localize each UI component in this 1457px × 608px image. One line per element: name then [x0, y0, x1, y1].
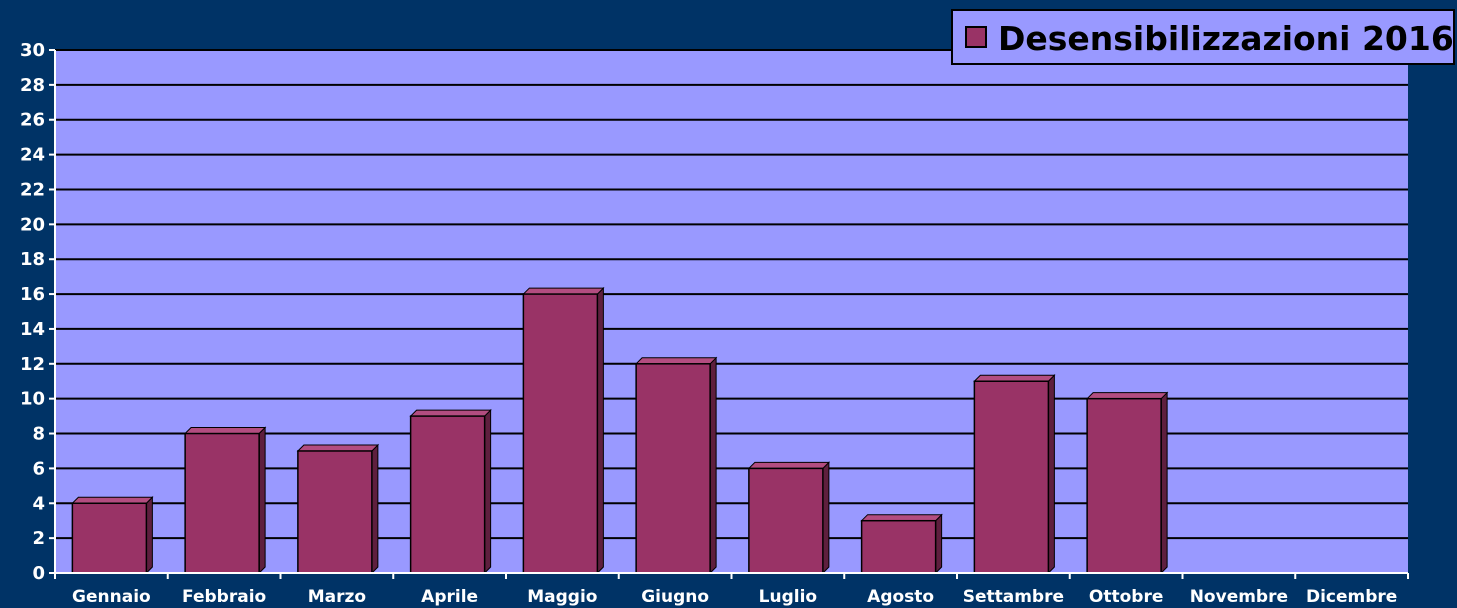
gridlines [55, 49, 1408, 540]
bar-front [71, 502, 148, 574]
bar-top [860, 514, 943, 522]
bar-giugno [634, 356, 718, 575]
x-tick-label: Ottobre [1089, 587, 1163, 607]
y-tick-label: 18 [20, 249, 45, 270]
bar-side [371, 443, 379, 575]
x-tick-label: Febbraio [182, 587, 266, 607]
x-tick-label: Gennaio [72, 587, 151, 607]
y-tick-label: 20 [20, 214, 45, 235]
legend-swatch [965, 26, 987, 48]
bar-side [484, 408, 492, 575]
bar-top [296, 444, 380, 452]
y-tick-label: 26 [20, 110, 45, 131]
bar-luglio [747, 461, 831, 575]
legend-box [951, 9, 1455, 65]
bar-aprile [409, 408, 492, 575]
bar-side [1160, 391, 1168, 575]
bar-ottobre [1085, 391, 1169, 575]
bar-top [71, 496, 154, 504]
bar-top [409, 409, 492, 417]
bar-marzo [296, 443, 380, 575]
x-tick-label: Novembre [1190, 587, 1288, 607]
x-tick-label: Luglio [759, 587, 817, 607]
legend: Desensibilizzazioni 2016 [951, 9, 1455, 65]
bar-agosto [860, 513, 943, 575]
y-tick-label: 28 [20, 75, 45, 96]
y-tick-label: 10 [20, 389, 45, 410]
plot-area [55, 50, 1408, 573]
bar-top [973, 374, 1056, 382]
y-tick-label: 16 [20, 284, 45, 305]
bar-front [973, 380, 1050, 574]
y-tick-label: 22 [20, 179, 45, 200]
y-tick-label: 30 [20, 40, 45, 61]
bar-side [1047, 374, 1055, 575]
bar-side [935, 513, 943, 575]
x-tick-label: Maggio [527, 587, 597, 607]
x-tick-labels: Gennaio Febbraio Marzo Aprile Maggio Giugno Lu… [72, 587, 1397, 607]
bar-front [522, 293, 599, 574]
legend-label: Desensibilizzazioni 2016 [998, 19, 1454, 58]
y-tick-label: 14 [20, 319, 45, 340]
bar-top [522, 287, 605, 295]
bar-top [1085, 392, 1169, 400]
bar-front [635, 363, 711, 574]
bar-top [183, 427, 267, 435]
bar-front [297, 450, 373, 574]
y-tick-label: 8 [32, 424, 45, 445]
y-tick-label: 2 [32, 528, 45, 549]
y-tick-label: 0 [32, 563, 45, 584]
bar-side [709, 356, 717, 575]
y-tick-label: 6 [32, 458, 45, 479]
bar-front [409, 415, 486, 574]
axes [49, 49, 1409, 579]
bar-side [145, 496, 153, 575]
y-tick-label: 4 [32, 493, 45, 514]
bar-settambre [973, 374, 1056, 575]
x-tick-label: Marzo [308, 587, 366, 607]
y-tick-label: 12 [20, 354, 45, 375]
bar-side [596, 286, 604, 575]
bar-front [860, 519, 937, 574]
y-tick-label: 24 [20, 145, 45, 166]
bars [71, 286, 1169, 575]
bar-front [748, 467, 824, 574]
bar-front [1086, 397, 1162, 574]
bar-side [822, 461, 830, 575]
bar-top [634, 357, 718, 365]
bar-front [184, 432, 260, 574]
x-tick-label: Dicembre [1306, 587, 1397, 607]
x-tick-label: Aprile [421, 587, 478, 607]
x-tick-label: Giugno [641, 587, 709, 607]
bar-side [258, 426, 266, 575]
x-tick-label: Agosto [867, 587, 934, 607]
bar-top [747, 461, 831, 469]
x-tick-label: Settambre [963, 587, 1064, 607]
bar-gennaio [71, 496, 154, 575]
bar-febbraio [183, 426, 267, 575]
bar-maggio [522, 286, 605, 575]
